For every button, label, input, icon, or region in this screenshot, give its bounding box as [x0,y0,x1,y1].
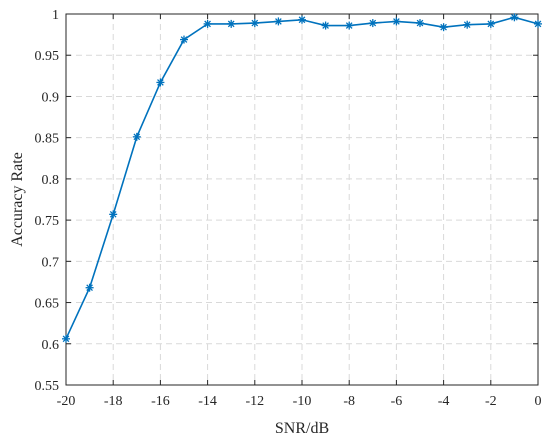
y-tick-label: 0.65 [35,297,60,312]
data-point [345,21,354,30]
x-tick-label: -14 [198,394,217,409]
y-tick-label: 1 [52,8,59,23]
data-point [62,334,70,343]
axis-ticks: -20 -18 -16 -14 -12 -10 -8 -6 -4 -2 00.550.60.650.… [35,8,542,409]
y-tick-label: 0.6 [42,338,60,353]
data-point [321,21,330,30]
data-point [439,23,448,32]
y-tick-label: 0.75 [35,214,60,229]
y-tick-label: 0.55 [35,379,60,394]
data-point [416,19,424,28]
data-point [298,15,306,24]
y-tick-label: 0.85 [35,132,60,147]
data-point [534,19,542,28]
data-point [250,19,259,28]
data-point [227,19,236,28]
x-axis-label: SNR/dB [275,420,329,437]
x-tick-label: -6 [391,394,403,409]
y-tick-label: 0.7 [42,255,60,270]
data-point [274,17,283,26]
data-point [392,17,401,26]
data-point [180,35,188,44]
x-tick-label: 0 [535,394,542,409]
data-point [156,78,165,87]
x-tick-label: -16 [151,394,170,409]
data-point [510,13,519,22]
y-tick-label: 0.9 [42,90,60,105]
grid [65,13,539,386]
x-tick-label: -18 [104,394,123,409]
data-point [85,283,94,292]
x-tick-label: -4 [438,394,450,409]
data-point [463,20,472,29]
data-series [62,13,542,343]
x-tick-label: -10 [293,394,312,409]
y-axis-label: Accuracy Rate [9,152,26,247]
data-point [203,19,212,28]
x-tick-label: -20 [57,394,76,409]
x-tick-label: -2 [485,394,497,409]
x-tick-label: -12 [245,394,264,409]
data-point [109,210,118,219]
y-tick-label: 0.8 [42,173,60,188]
data-point [132,132,141,141]
data-point [486,19,495,28]
y-tick-label: 0.95 [35,49,60,64]
data-point [368,19,377,28]
x-tick-label: -8 [343,394,355,409]
